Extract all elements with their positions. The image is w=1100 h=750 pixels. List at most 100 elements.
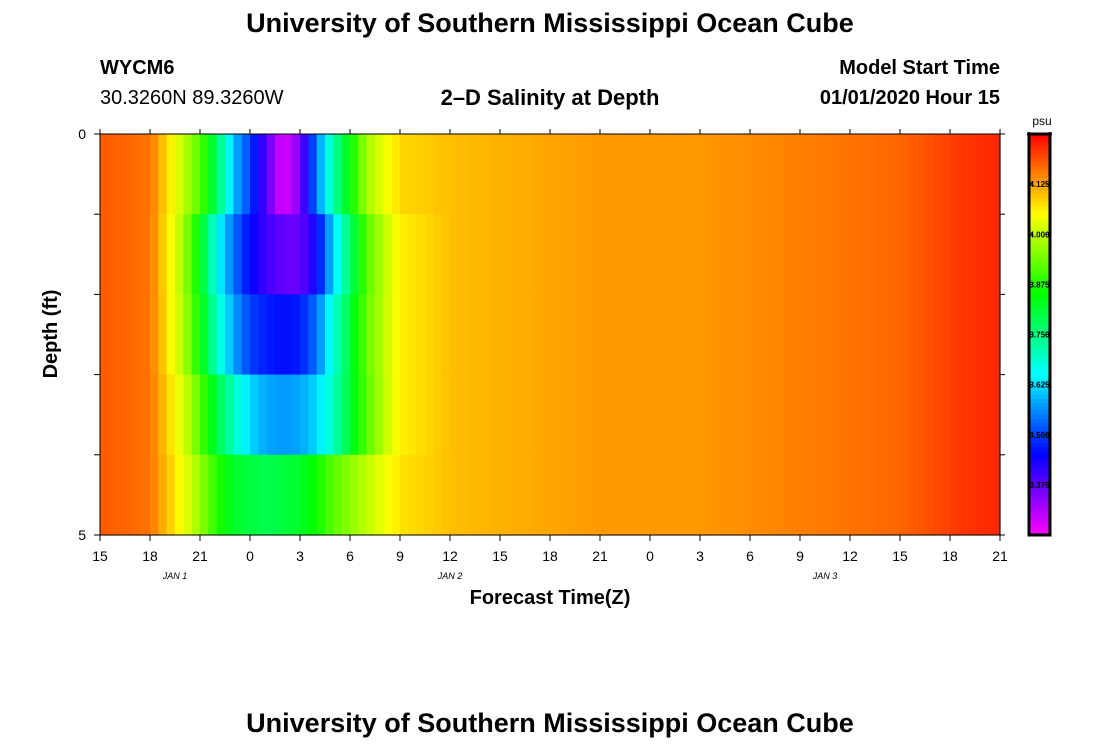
heatmap-cell [658, 294, 668, 376]
heatmap-cell [850, 374, 859, 456]
heatmap-cell [100, 374, 109, 456]
heatmap-cell [816, 214, 826, 295]
heatmap-cell [550, 214, 559, 295]
heatmap-cell [733, 374, 743, 456]
x-tick-label: 9 [396, 548, 404, 564]
heatmap-cell [775, 214, 784, 295]
heatmap-cell [191, 454, 201, 536]
heatmap-cell [816, 134, 826, 215]
heatmap-cell [541, 454, 551, 536]
heatmap-cell [658, 454, 668, 536]
heatmap-cell [791, 294, 801, 376]
heatmap-cell [466, 134, 476, 215]
heatmap-cell [233, 134, 243, 215]
heatmap-cell [225, 454, 234, 536]
heatmap-cell [875, 294, 884, 376]
heatmap-cell [183, 374, 193, 456]
heatmap-cell [300, 214, 309, 295]
heatmap-cell [416, 134, 426, 215]
heatmap-cell [708, 214, 718, 295]
heatmap-cell [266, 454, 276, 536]
colorbar-segment [1029, 498, 1050, 504]
heatmap-cell [150, 294, 159, 376]
heatmap-cell [725, 294, 734, 376]
x-tick-label: 3 [696, 548, 704, 564]
heatmap-cell [150, 454, 159, 536]
heatmap-cell [275, 294, 284, 376]
heatmap-cell [258, 214, 268, 295]
heatmap-cell [508, 294, 518, 376]
heatmap-cell [966, 134, 976, 215]
heatmap-cell [533, 214, 543, 295]
heatmap-cell [791, 134, 801, 215]
heatmap-cell [575, 294, 584, 376]
heatmap-cell [400, 294, 409, 376]
heatmap-cell [316, 134, 326, 215]
heatmap-cell [725, 374, 734, 456]
heatmap-cell [666, 294, 676, 376]
heatmap-cell [516, 294, 526, 376]
colorbar-segment [1029, 306, 1050, 312]
heatmap-cell [550, 294, 559, 376]
heatmap-cell [366, 214, 376, 295]
heatmap-cells [100, 134, 1001, 536]
heatmap-cell [633, 294, 643, 376]
heatmap-cell [441, 374, 451, 456]
colorbar-segment [1029, 434, 1050, 440]
page-title: University of Southern Mississippi Ocean… [246, 8, 854, 38]
station-coords: 30.3260N 89.3260W [100, 87, 284, 109]
colorbar-marker [1048, 132, 1052, 136]
x-tick-label: 21 [592, 548, 608, 564]
colorbar-segment [1029, 362, 1050, 368]
colorbar-tick-label: 3.500 [1029, 431, 1050, 440]
heatmap-cell [450, 454, 459, 536]
heatmap-cell [933, 134, 943, 215]
heatmap-cell [800, 454, 809, 536]
heatmap-cell [641, 454, 651, 536]
x-day-label: JAN 1 [162, 571, 188, 581]
heatmap-cell [825, 134, 834, 215]
heatmap-cell [225, 214, 234, 295]
heatmap-cell [991, 294, 1001, 376]
heatmap-cell [825, 294, 834, 376]
heatmap-cell [650, 294, 659, 376]
heatmap-cell [383, 134, 393, 215]
heatmap-cell [316, 214, 326, 295]
heatmap-cell [966, 454, 976, 536]
heatmap-cell [316, 454, 326, 536]
colorbar-segment [1029, 522, 1050, 528]
heatmap-cell [175, 374, 184, 456]
heatmap-cell [266, 214, 276, 295]
colorbar-segment [1029, 318, 1050, 324]
heatmap-cell [616, 294, 626, 376]
colorbar-segment [1029, 458, 1050, 464]
heatmap-cell [483, 214, 493, 295]
heatmap-cell [341, 374, 351, 456]
colorbar-segment [1029, 202, 1050, 207]
heatmap-cell [433, 294, 443, 376]
heatmap-cell [441, 134, 451, 215]
heatmap-cell [616, 214, 626, 295]
heatmap-cell [775, 294, 784, 376]
heatmap-cell [491, 214, 501, 295]
heatmap-cell [225, 374, 234, 456]
model-start-value: 01/01/2020 Hour 15 [819, 87, 1000, 109]
heatmap-cell [650, 454, 659, 536]
colorbar-segment [1029, 338, 1050, 344]
heatmap-cell [850, 214, 859, 295]
x-tick-label: 18 [942, 548, 958, 564]
heatmap-cell [166, 214, 176, 295]
heatmap-cell [283, 214, 293, 295]
y-axis: 05 [78, 126, 1005, 543]
heatmap-cell [525, 294, 534, 376]
heatmap-cell [375, 134, 384, 215]
colorbar-segment [1029, 222, 1050, 227]
heatmap-cell [566, 214, 576, 295]
heatmap-cell [308, 454, 318, 536]
heatmap-cell [900, 134, 909, 215]
colorbar-segment [1029, 270, 1050, 275]
colorbar-segment [1029, 322, 1050, 328]
heatmap-cell [141, 374, 151, 456]
heatmap-cell [300, 294, 309, 376]
colorbar-segment [1029, 346, 1050, 352]
